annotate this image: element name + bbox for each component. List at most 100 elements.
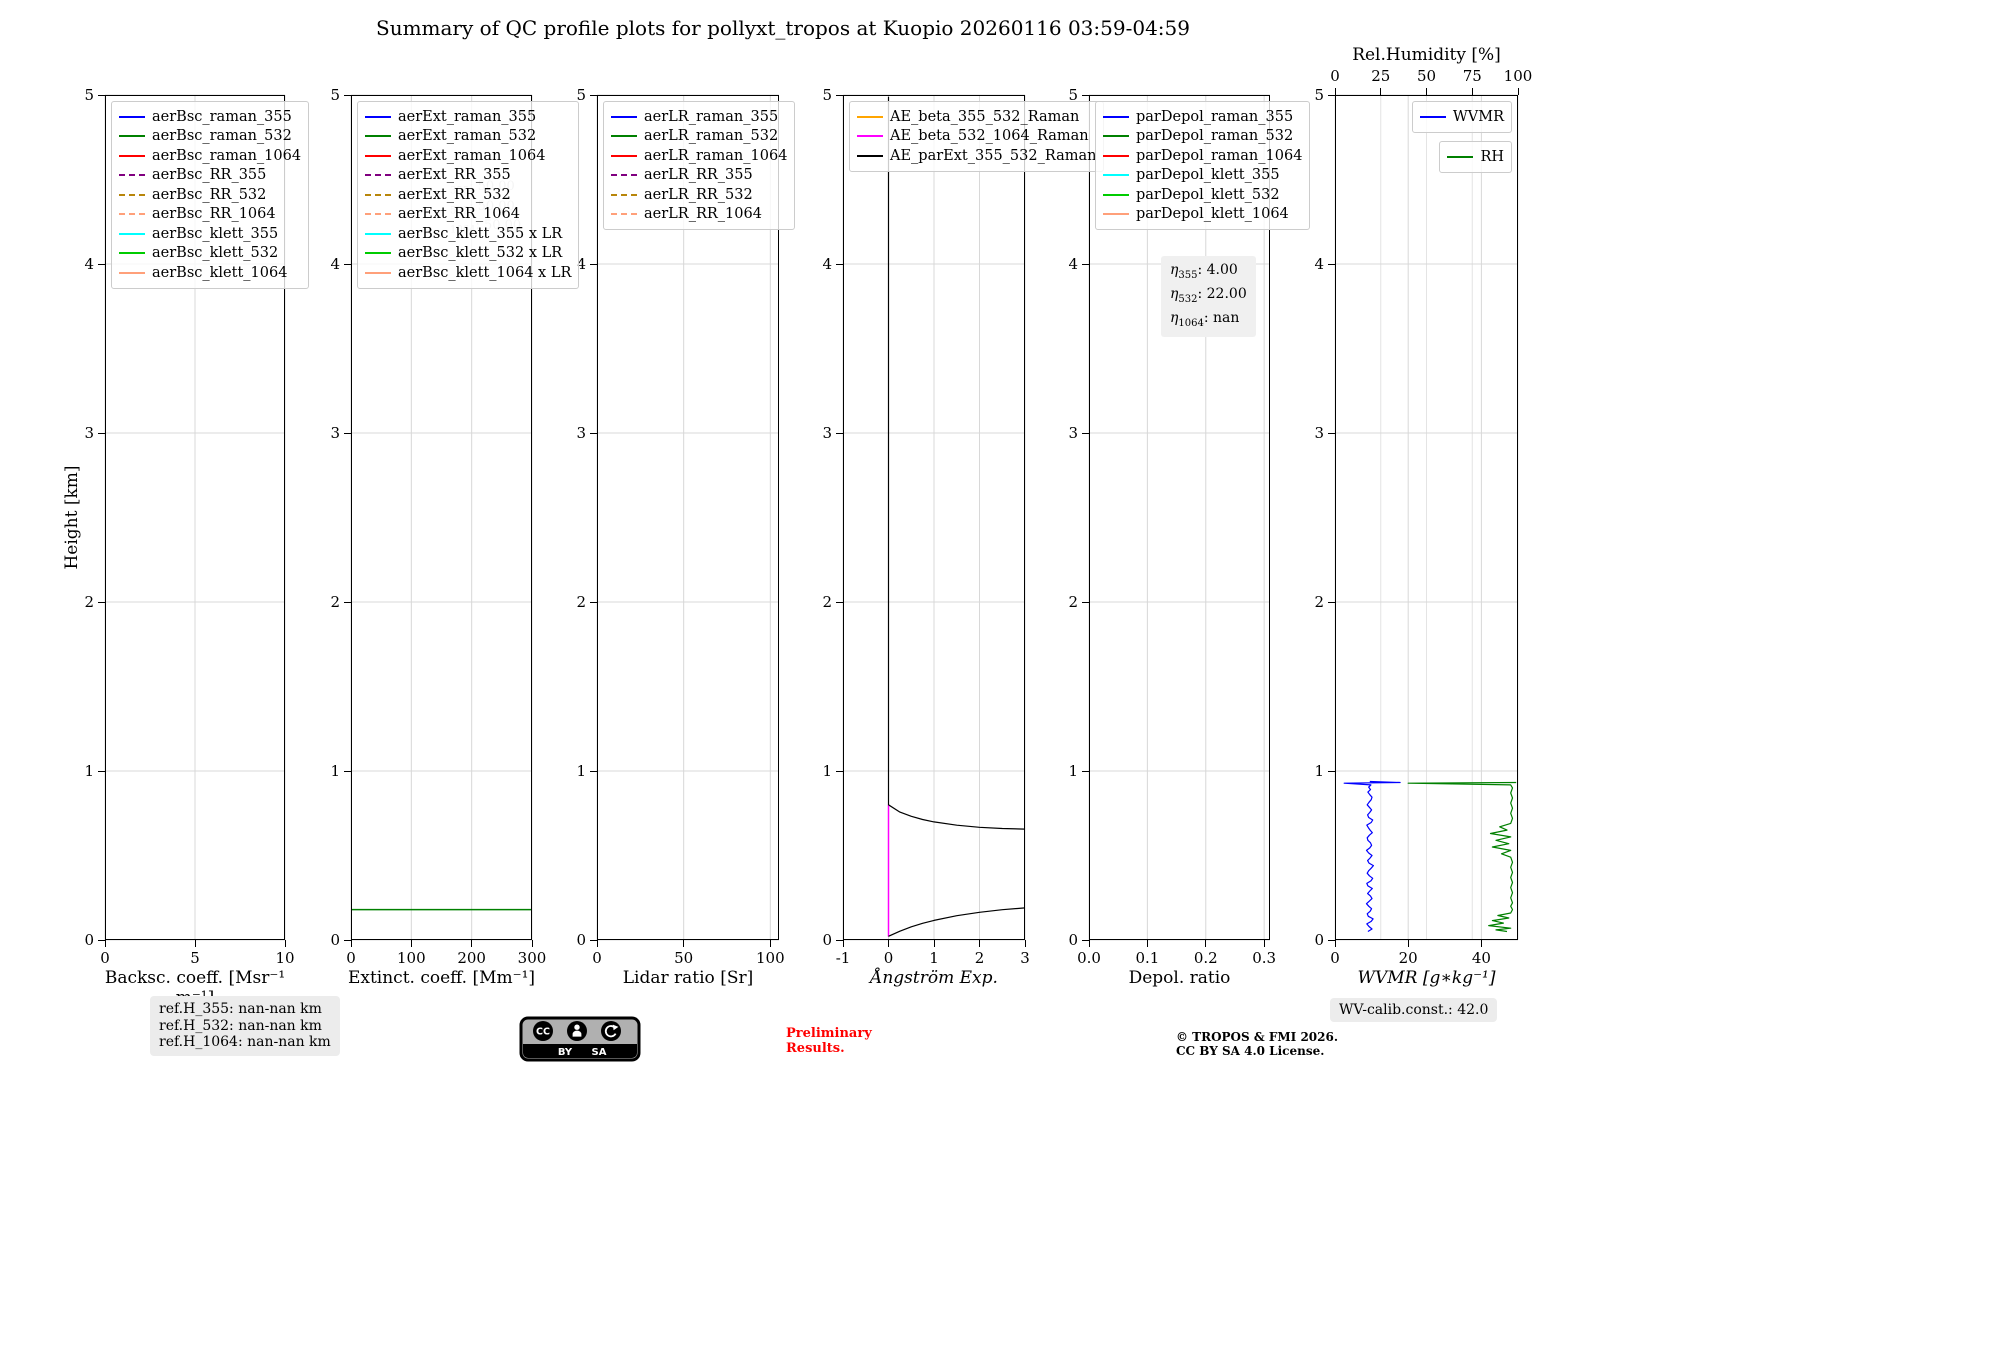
y-tick-mark [836,432,843,434]
legend-label: parDepol_raman_1064 [1136,147,1303,164]
x-tick-mark [1334,940,1336,947]
y-tick-mark [98,939,105,941]
legend-box: WVMR [1411,101,1512,133]
x-tick-label: 0 [592,949,602,967]
y-tick-label: 0 [1068,931,1078,949]
legend-box: RH [1439,141,1512,173]
y-tick-mark [1328,601,1335,603]
y-tick-label: 2 [330,593,340,611]
x-tick-mark [1263,940,1265,947]
y-tick-label: 3 [576,424,586,442]
legend-line-sample [1103,154,1129,157]
ref-height-1064: ref.H_1064: nan-nan km [159,1034,331,1050]
cc-badge-by-label: BY [558,1047,573,1058]
y-tick-mark [1328,770,1335,772]
x-tick-mark [350,940,352,947]
legend-label: aerExt_RR_1064 [398,206,520,223]
legend-item: aerBsc_RR_1064 [119,205,301,225]
y-tick-label: 0 [1314,931,1324,949]
x-tick-label: 100 [756,949,785,967]
y-tick-mark [590,432,597,434]
x-tick-label: 0 [100,949,110,967]
legend-line-sample [119,135,145,138]
y-tick-label: 5 [84,86,94,104]
legend-item: aerExt_RR_532 [365,185,571,205]
y-tick-mark [344,939,351,941]
y-tick-mark [590,601,597,603]
x-tick-mark [284,940,286,947]
by-person-icon [567,1021,587,1041]
wvmr-plot-area [1334,94,1519,941]
x-tick-label: -1 [835,949,851,967]
x2-tick-label: 75 [1462,67,1482,85]
x-tick-label: 40 [1471,949,1491,967]
legend-item: aerBsc_klett_1064 x LR [365,263,571,283]
y-tick-label: 1 [1068,762,1078,780]
legend-label: aerBsc_klett_532 [152,245,279,262]
y-tick-mark [344,601,351,603]
y-tick-mark [98,432,105,434]
legend-item: RH [1447,147,1504,167]
legend-line-sample [611,193,637,196]
legend-item: aerLR_RR_1064 [611,205,787,225]
x-tick-mark [1088,940,1090,947]
legend-line-sample [365,213,391,216]
legend-item: aerBsc_raman_1064 [119,146,301,166]
legend-item: aerExt_raman_532 [365,127,571,147]
legend-label: parDepol_klett_532 [1136,186,1280,203]
x-axis-label: Lidar ratio [Sr] [622,968,754,988]
x-tick-label: 1 [929,949,939,967]
plot-lidar-ratio: 0 50 100 0 1 2 3 4 5 Lidar ratio [Sr] aerLR_raman_… [576,86,796,988]
legend-item: aerBsc_RR_355 [119,166,301,186]
x2-tick-label: 0 [1330,67,1340,85]
sa-arrow-icon [601,1021,621,1041]
x-tick-label: 0.0 [1077,949,1101,967]
legend-item: parDepol_klett_355 [1103,166,1302,186]
ref-height-355: ref.H_355: nan-nan km [159,1001,322,1017]
legend-label: aerExt_raman_1064 [398,147,546,164]
x-tick-mark [104,940,106,947]
x-tick-label: 200 [457,949,486,967]
y-tick-mark [1082,432,1089,434]
legend-line-sample [1103,115,1129,118]
x-axis-label: Ångström Exp. [870,968,998,988]
y-tick-label: 4 [1314,255,1324,273]
x-tick-label: 20 [1398,949,1418,967]
x-tick-mark [1024,940,1026,947]
legend-label: aerLR_RR_1064 [644,206,762,223]
legend-item: aerBsc_klett_1064 [119,263,301,283]
series-line-WVMR [1343,780,1401,933]
y-tick-label: 2 [1314,593,1324,611]
plot-depol-ratio: 0.0 0.1 0.2 0.3 0 1 2 3 4 5 Depol. ratio parDepol_r… [1068,86,1311,988]
y-tick-mark [836,263,843,265]
legend-line-sample [365,115,391,118]
y-tick-label: 5 [822,86,832,104]
legend-line-sample [611,115,637,118]
legend-item: AE_beta_532_1064_Raman [857,127,1096,147]
x-tick-label: 0 [1330,949,1340,967]
y-tick-label: 1 [330,762,340,780]
legend-label: AE_beta_532_1064_Raman [890,128,1089,145]
x2-tick-mark [1380,88,1382,95]
x-tick-label: 300 [517,949,547,967]
legend-box: parDepol_raman_355 parDepol_raman_532 parD… [1095,101,1311,230]
legend-label: aerExt_raman_355 [398,108,537,125]
y-tick-label: 0 [330,931,340,949]
legend-item: parDepol_raman_355 [1103,107,1302,127]
legend-line-sample [1103,213,1129,216]
legend-label: aerExt_RR_532 [398,186,511,203]
legend-label: AE_parExt_355_532_Raman [890,147,1097,164]
y-tick-mark [1328,432,1335,434]
legend-line-sample [365,154,391,157]
copyright-line-1: © TROPOS & FMI 2026. [1176,1030,1339,1044]
x-tick-label: 100 [397,949,426,967]
legend-line-sample [119,271,145,274]
y-axis-label: Height [km] [62,465,82,570]
x-tick-label: 0.1 [1135,949,1160,967]
x-tick-label: 50 [674,949,694,967]
y-tick-mark [1082,770,1089,772]
y-tick-label: 2 [822,593,832,611]
legend-line-sample [365,135,391,138]
annotation-line: η1064: nan [1170,309,1240,329]
y-tick-mark [590,770,597,772]
